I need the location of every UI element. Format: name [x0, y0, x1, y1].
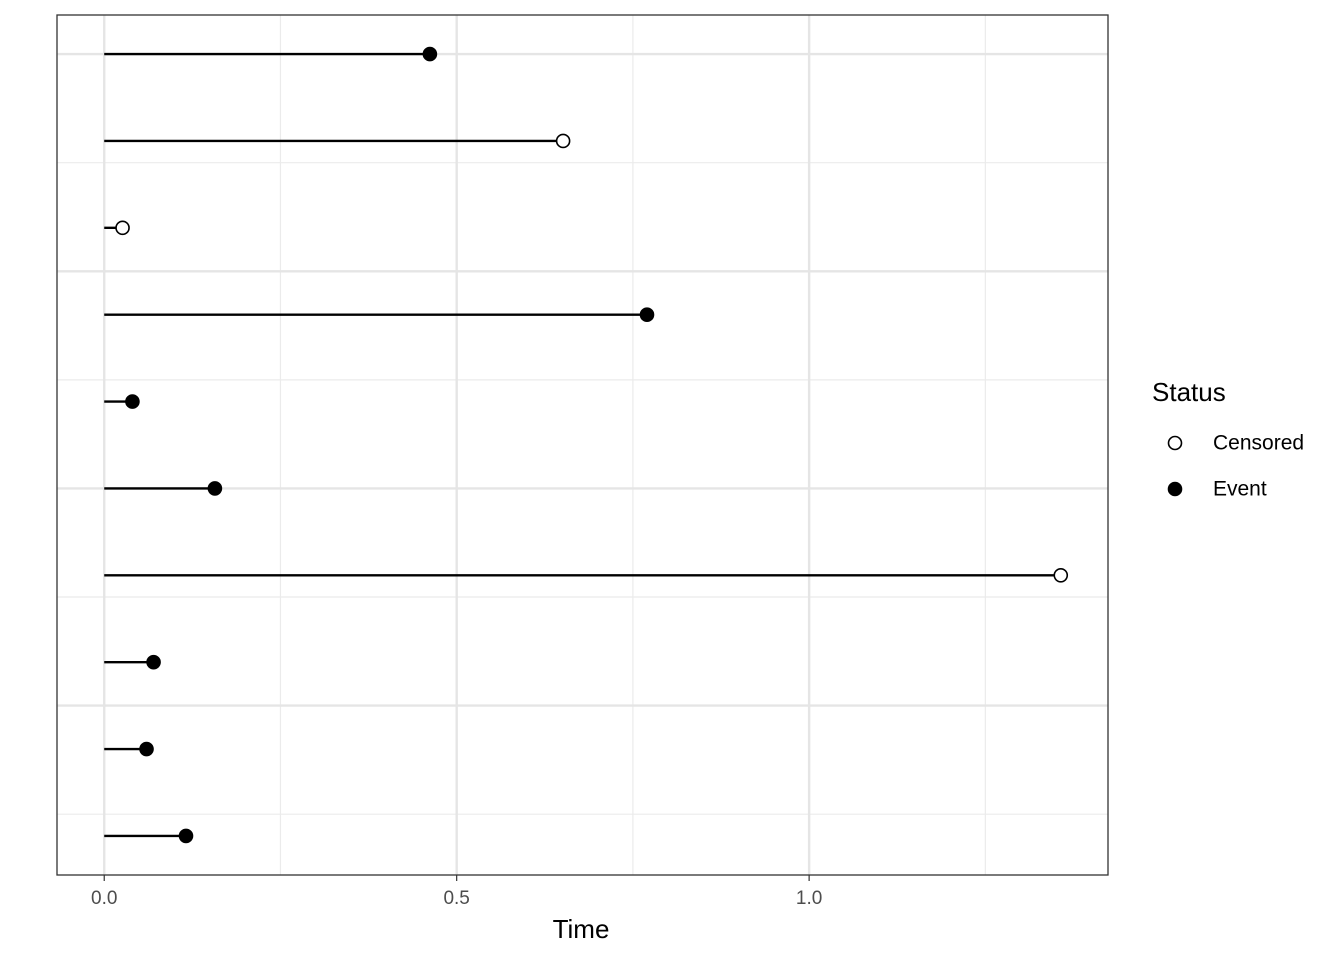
- legend: Status Censored Event: [1152, 377, 1304, 501]
- panel-border: [56, 14, 1109, 876]
- legend-label: Censored: [1213, 432, 1304, 455]
- point: [1053, 568, 1069, 583]
- point: [139, 741, 154, 757]
- point: [207, 481, 223, 496]
- point: [639, 307, 655, 322]
- point: [125, 394, 140, 409]
- legend-marker: [1167, 435, 1183, 451]
- x-tick-label: 1.0: [796, 888, 822, 909]
- x-axis-title: Time: [553, 914, 610, 944]
- legend-label: Event: [1213, 478, 1267, 501]
- x-tick-label: 0.0: [91, 888, 117, 909]
- x-tick-label: 0.5: [443, 888, 469, 909]
- point: [422, 46, 438, 62]
- marks: [104, 46, 1069, 844]
- point: [115, 220, 130, 236]
- point: [555, 133, 571, 149]
- point: [146, 654, 161, 670]
- legend-title: Status: [1152, 377, 1226, 407]
- legend-marker: [1167, 481, 1183, 497]
- point: [178, 828, 194, 844]
